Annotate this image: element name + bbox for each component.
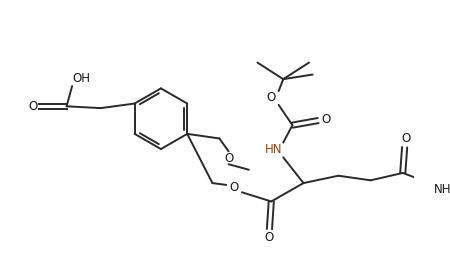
Text: O: O [402,132,411,145]
Text: O: O [229,181,238,194]
Text: OH: OH [72,72,90,85]
Text: O: O [267,91,276,104]
Text: O: O [224,152,233,165]
Text: HN: HN [266,142,283,155]
Text: O: O [28,100,37,113]
Text: NH₂: NH₂ [434,183,450,196]
Text: O: O [265,231,274,244]
Text: O: O [321,113,330,126]
